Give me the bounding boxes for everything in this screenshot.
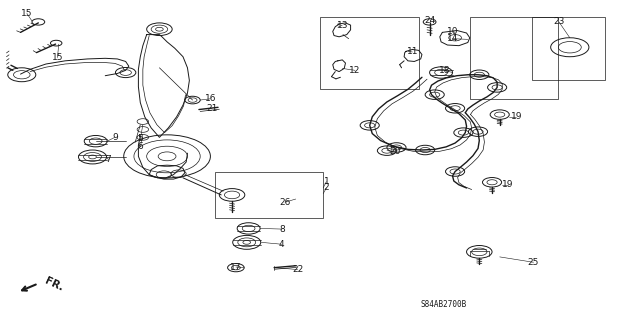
Text: 20: 20: [390, 147, 401, 156]
Text: 22: 22: [292, 265, 303, 274]
Text: 4: 4: [279, 240, 285, 249]
Text: 7: 7: [106, 155, 111, 164]
Text: 1: 1: [323, 177, 329, 186]
Text: 21: 21: [206, 104, 218, 113]
Text: 16: 16: [205, 94, 216, 103]
Text: 5: 5: [138, 134, 143, 144]
Text: FR.: FR.: [43, 276, 65, 293]
Text: 23: 23: [553, 18, 564, 26]
Text: 10: 10: [447, 27, 458, 36]
Text: 24: 24: [424, 16, 435, 25]
Text: 18: 18: [438, 66, 450, 75]
Bar: [215, 172, 323, 218]
Text: 8: 8: [279, 225, 285, 234]
Text: 15: 15: [52, 53, 63, 62]
Bar: [532, 17, 605, 80]
Text: 17: 17: [230, 263, 242, 271]
Text: 19: 19: [511, 112, 522, 121]
Text: 26: 26: [279, 198, 291, 207]
Text: 15: 15: [21, 9, 33, 18]
Text: 6: 6: [138, 142, 143, 151]
Text: S84AB2700B: S84AB2700B: [420, 300, 467, 309]
Bar: [470, 17, 557, 100]
Text: 2: 2: [324, 183, 329, 192]
Bar: [320, 17, 419, 89]
Text: 12: 12: [349, 66, 361, 75]
Text: 13: 13: [337, 21, 348, 30]
Text: 11: 11: [406, 48, 418, 56]
Text: 25: 25: [528, 258, 539, 267]
Text: 19: 19: [502, 180, 514, 189]
Text: 14: 14: [447, 34, 458, 43]
Text: 9: 9: [112, 133, 118, 142]
